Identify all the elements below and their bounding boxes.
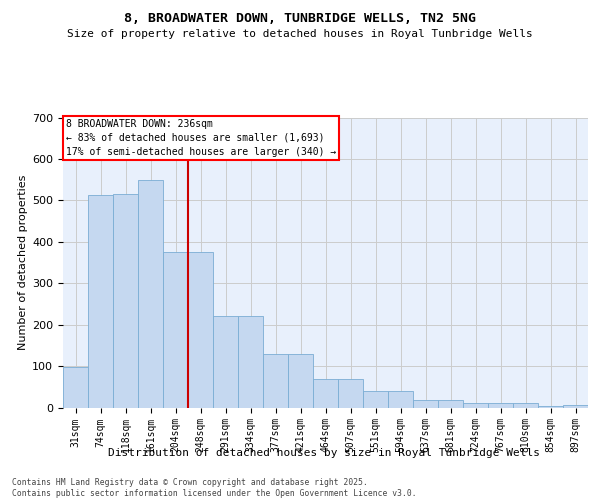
Bar	[138, 180, 163, 408]
Bar	[363, 391, 388, 407]
Bar	[413, 400, 438, 407]
Bar	[338, 380, 363, 407]
Text: Distribution of detached houses by size in Royal Tunbridge Wells: Distribution of detached houses by size …	[108, 448, 540, 458]
Bar	[538, 406, 563, 407]
Bar	[488, 404, 513, 407]
Bar	[238, 316, 263, 408]
Bar	[63, 368, 88, 408]
Bar	[113, 194, 138, 408]
Bar	[313, 380, 338, 407]
Bar	[188, 252, 213, 408]
Text: 8, BROADWATER DOWN, TUNBRIDGE WELLS, TN2 5NG: 8, BROADWATER DOWN, TUNBRIDGE WELLS, TN2…	[124, 12, 476, 26]
Bar	[388, 391, 413, 407]
Text: 8 BROADWATER DOWN: 236sqm
← 83% of detached houses are smaller (1,693)
17% of se: 8 BROADWATER DOWN: 236sqm ← 83% of detac…	[65, 119, 336, 157]
Bar	[288, 354, 313, 408]
Text: Contains HM Land Registry data © Crown copyright and database right 2025.
Contai: Contains HM Land Registry data © Crown c…	[12, 478, 416, 498]
Y-axis label: Number of detached properties: Number of detached properties	[18, 175, 28, 350]
Bar	[88, 195, 113, 408]
Bar	[563, 406, 588, 407]
Text: Size of property relative to detached houses in Royal Tunbridge Wells: Size of property relative to detached ho…	[67, 29, 533, 39]
Bar	[513, 402, 538, 407]
Bar	[263, 354, 288, 408]
Bar	[163, 252, 188, 408]
Bar	[213, 316, 238, 408]
Bar	[463, 404, 488, 407]
Bar	[438, 400, 463, 407]
